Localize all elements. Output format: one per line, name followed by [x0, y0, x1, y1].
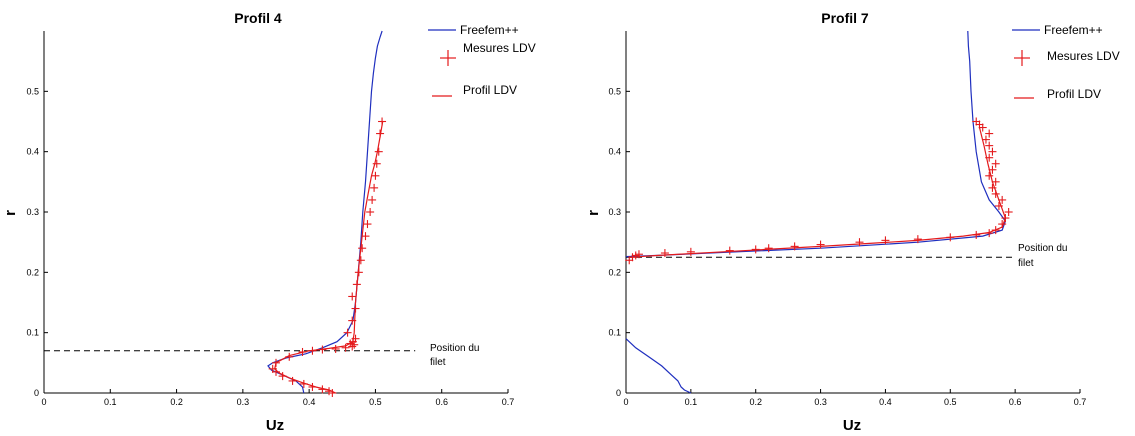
x-tick-label: 0.6 — [435, 397, 448, 407]
measure-point — [881, 236, 890, 245]
x-axis-label: Uz — [843, 417, 861, 434]
y-tick-label: 0.4 — [26, 147, 39, 157]
y-tick-label: 0.3 — [26, 207, 39, 217]
measure-point — [985, 171, 994, 180]
filet-annotation: Position du filet — [430, 343, 479, 368]
measure-point — [348, 292, 357, 301]
plot-area: 0 0.1 0.2 0.3 0.4 0.5 0.6 0.7 0 0.1 0.2 0.3 0.4 0.5 — [608, 30, 1087, 407]
legend: Freefem++ Mesures LDV Profil LDV — [428, 23, 536, 97]
measure-point — [361, 232, 370, 241]
x-tick-label: 0.1 — [104, 397, 117, 407]
legend-label-mesures: Mesures LDV — [463, 41, 536, 55]
legend-swatch-mesures — [440, 50, 456, 66]
chart-title: Profil 7 — [821, 10, 869, 26]
annotation-line-2: filet — [430, 357, 446, 368]
measure-point — [790, 242, 799, 251]
measure-point — [356, 256, 365, 265]
y-tick-label: 0 — [34, 388, 39, 398]
measure-point — [764, 244, 773, 253]
legend: Freefem++ Mesures LDV Profil LDV — [1012, 23, 1120, 101]
measure-point — [913, 235, 922, 244]
measure-point — [981, 135, 990, 144]
legend-label-profil-ldv: Profil LDV — [463, 83, 517, 97]
measure-point — [991, 159, 1000, 168]
filet-annotation: Position du filet — [1018, 243, 1067, 269]
annotation-line-1: Position du — [430, 343, 479, 354]
measure-point — [371, 171, 380, 180]
y-tick-label: 0.5 — [608, 86, 621, 96]
measure-point — [686, 247, 695, 256]
measure-point — [631, 251, 640, 260]
measure-point — [288, 376, 297, 385]
x-axis-label: Uz — [266, 417, 284, 434]
x-tick-label: 0.5 — [944, 397, 957, 407]
plot-area: 0 0.1 0.2 0.3 0.4 0.5 0.6 0.7 0 0.1 0.2 0.3 0.4 0.5 — [26, 30, 515, 407]
legend-swatch-mesures — [1014, 50, 1030, 66]
measure-point — [725, 246, 734, 255]
legend-label-mesures: Mesures LDV — [1047, 49, 1120, 63]
measure-point — [816, 240, 825, 249]
x-tick-label: 0.3 — [237, 397, 250, 407]
profil-ldv-line — [629, 127, 1007, 258]
x-tick-label: 0.1 — [685, 397, 698, 407]
measure-point — [1004, 208, 1013, 216]
measure-point — [660, 249, 669, 258]
measure-point — [972, 117, 981, 126]
chart-profil-4: Profil 4 r Uz 0 0.1 0.2 0.3 0.4 0.5 0.6 0.7 0 0.1… — [2, 10, 536, 434]
measure-point — [363, 220, 372, 229]
y-axis-label: r — [2, 210, 19, 216]
measure-point — [372, 159, 381, 168]
chart-profil-7: Profil 7 r Uz 0 0.1 0.2 0.3 0.4 0.5 0.6 0.7 0 0.1… — [585, 10, 1120, 434]
x-tick-label: 0.7 — [502, 397, 515, 407]
measure-point — [988, 147, 997, 156]
y-tick-label: 0.1 — [26, 328, 39, 338]
measure-point — [343, 328, 352, 337]
measure-point — [358, 244, 367, 253]
legend-label-profil-ldv: Profil LDV — [1047, 87, 1101, 101]
measure-point — [370, 183, 379, 192]
x-tick-label: 0.5 — [369, 397, 382, 407]
measure-point — [341, 343, 350, 352]
measure-point — [368, 195, 377, 204]
x-tick-label: 0.4 — [879, 397, 892, 407]
legend-label-freefem: Freefem++ — [1044, 23, 1103, 37]
x-tick-label: 0.6 — [1009, 397, 1022, 407]
y-tick-label: 0.2 — [26, 267, 39, 277]
annotation-line-1: Position du — [1018, 243, 1067, 254]
y-tick-label: 0.1 — [608, 328, 621, 338]
x-tick-label: 0.2 — [749, 397, 762, 407]
freefem-line — [625, 338, 692, 394]
measure-point — [374, 147, 383, 156]
x-tick-label: 0 — [41, 397, 46, 407]
y-tick-label: 0.3 — [608, 207, 621, 217]
x-tick-label: 0.7 — [1074, 397, 1087, 407]
x-tick-label: 0.2 — [170, 397, 183, 407]
annotation-line-2: filet — [1018, 258, 1034, 269]
measure-point — [985, 141, 994, 150]
measure-point — [331, 344, 340, 353]
y-axis-label: r — [585, 210, 602, 216]
y-tick-label: 0.4 — [608, 147, 621, 157]
freefem-line — [625, 30, 1007, 258]
x-tick-label: 0.3 — [814, 397, 827, 407]
measure-point — [855, 238, 864, 247]
y-tick-label: 0 — [616, 388, 621, 398]
measure-point — [366, 208, 375, 216]
x-tick-label: 0 — [623, 397, 628, 407]
measure-point — [985, 129, 994, 138]
y-tick-label: 0.5 — [26, 86, 39, 96]
chart-title: Profil 4 — [234, 10, 282, 26]
y-tick-label: 0.2 — [608, 267, 621, 277]
profil-ldv-line — [274, 121, 384, 394]
x-tick-label: 0.4 — [303, 397, 316, 407]
legend-label-freefem: Freefem++ — [460, 23, 519, 37]
